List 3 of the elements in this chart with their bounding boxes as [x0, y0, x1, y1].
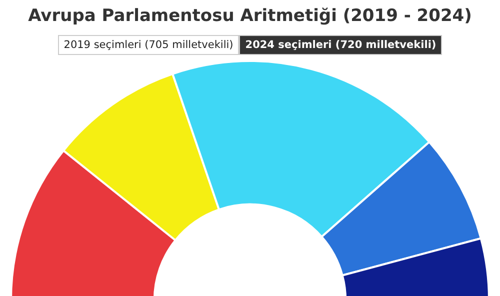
chart-title: Avrupa Parlamentosu Aritmetiği (2019 - 2024) — [27, 6, 473, 26]
text: 2024 seçimleri (720 milletvekili) — [239, 35, 442, 55]
text: 2019 seçimleri (705 milletvekili) — [58, 35, 240, 55]
